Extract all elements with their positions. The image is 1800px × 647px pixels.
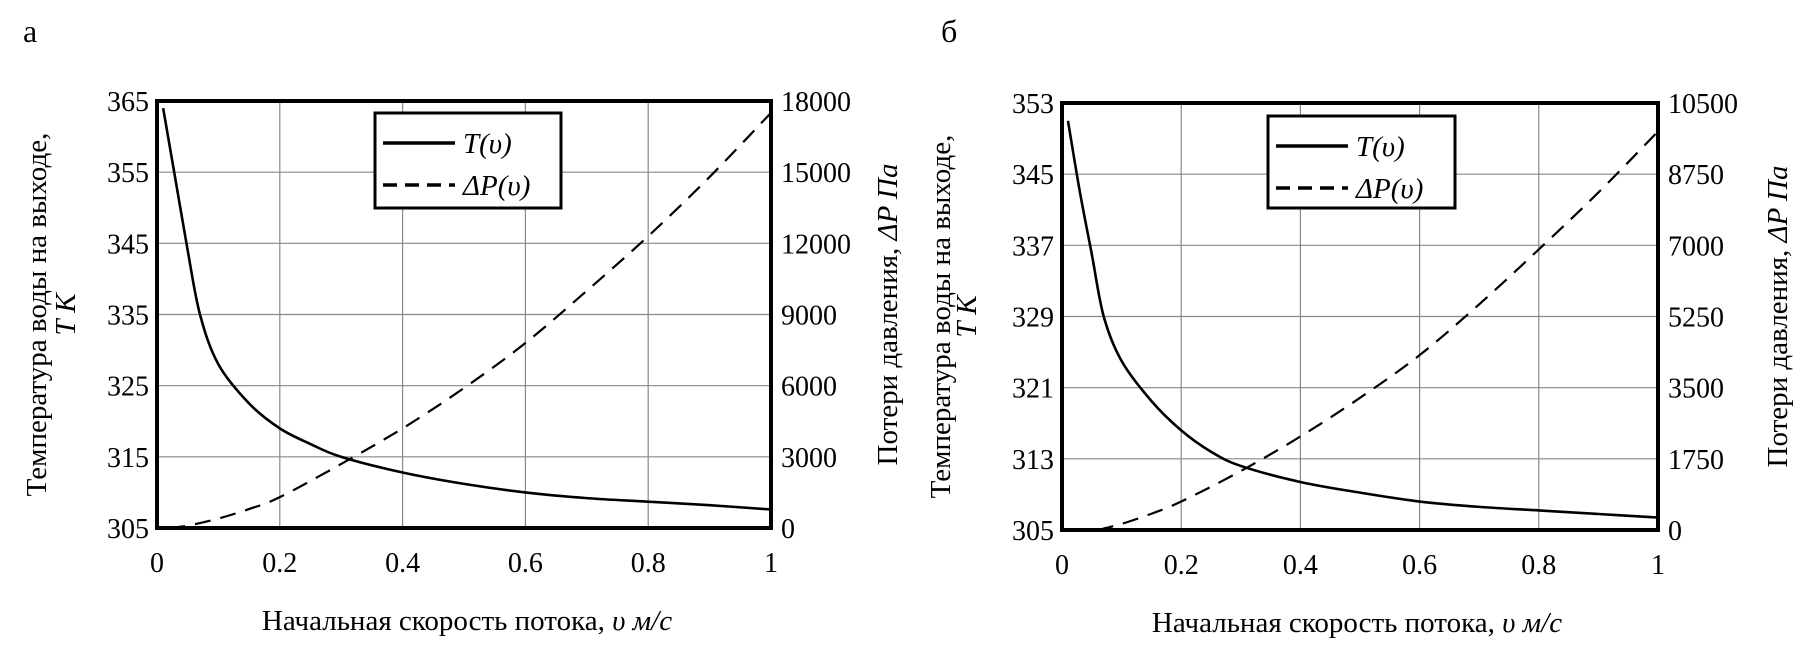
- x-axis-label-text: Начальная скорость потока,: [262, 605, 612, 637]
- plot-frame: [155, 99, 773, 530]
- legend-box: [1266, 114, 1457, 210]
- y2-tick-label: 0: [781, 514, 795, 545]
- y-tick-label: 321: [1012, 374, 1054, 405]
- legend-entry: ΔP(υ): [1355, 173, 1423, 205]
- x-tick-label: 0.6: [508, 548, 543, 579]
- y2-axis-label-text: Потери давления,: [872, 240, 904, 465]
- y2-tick-label: 1750: [1668, 445, 1724, 476]
- y-axis-unit: T K: [951, 294, 983, 338]
- y-tick-label: 355: [107, 158, 149, 189]
- y2-tick-label: 15000: [781, 158, 851, 189]
- y-tick-label: 353: [1012, 89, 1054, 120]
- y2-tick-label: 9000: [781, 301, 837, 332]
- x-tick-label: 1: [764, 548, 778, 579]
- y-tick-label: 337: [1012, 231, 1054, 262]
- y2-tick-label: 3000: [781, 443, 837, 474]
- series-line-pressure-loss: [169, 112, 772, 530]
- x-tick-label: 0.4: [1283, 550, 1318, 581]
- x-axis-unit: υ м/с: [1502, 607, 1562, 639]
- x-tick-label: 0.2: [1164, 550, 1199, 581]
- y2-axis-label: Потери давления, ΔP Па: [872, 164, 904, 466]
- x-tick-label: 0.6: [1402, 550, 1437, 581]
- y-tick-label: 345: [107, 229, 149, 260]
- legend-entry: T(υ): [1356, 131, 1405, 163]
- panel-label: а: [23, 13, 37, 49]
- y2-tick-label: 0: [1668, 516, 1682, 547]
- y-tick-label: 345: [1012, 160, 1054, 191]
- x-tick-label: 0.2: [262, 548, 297, 579]
- y-axis-label: Температура воды на выходе,: [21, 133, 53, 497]
- y-tick-label: 365: [107, 87, 149, 118]
- y-tick-label: 325: [107, 372, 149, 403]
- legend: T(υ) ΔP(υ): [373, 111, 563, 210]
- legend-entry: T(υ): [463, 128, 512, 160]
- y2-axis-label-text: Потери давления,: [1762, 242, 1794, 467]
- x-tick-label: 0: [150, 548, 164, 579]
- y2-tick-label: 5250: [1668, 303, 1724, 334]
- y2-axis-unit: ΔP Па: [1762, 166, 1794, 244]
- y2-tick-label: 7000: [1668, 231, 1724, 262]
- y2-axis-label: Потери давления, ΔP Па: [1762, 166, 1794, 468]
- y2-axis-unit: ΔP Па: [872, 164, 904, 242]
- series-line-temperature: [161, 107, 772, 511]
- x-axis-unit: υ м/с: [612, 605, 672, 637]
- x-axis-label-text: Начальная скорость потока,: [1152, 607, 1502, 639]
- x-tick-label: 0: [1055, 550, 1069, 581]
- y2-tick-label: 6000: [781, 372, 837, 403]
- chart-panel-1: а 0 0.2 0.4 0.6 0.8 1 305 315 325 335 345 355 365 0 300…: [21, 13, 904, 637]
- legend-box: [373, 111, 563, 210]
- y-tick-label: 313: [1012, 445, 1054, 476]
- y-tick-label: 329: [1012, 303, 1054, 334]
- x-tick-label: 0.4: [385, 548, 420, 579]
- y2-tick-label: 18000: [781, 87, 851, 118]
- y2-tick-label: 12000: [781, 229, 851, 260]
- y-axis-unit: T K: [50, 292, 82, 336]
- y-axis-label: Температура воды на выходе,: [925, 135, 957, 499]
- x-tick-label: 0.8: [631, 548, 666, 579]
- x-tick-label: 1: [1651, 550, 1665, 581]
- y-tick-label: 315: [107, 443, 149, 474]
- x-tick-label: 0.8: [1521, 550, 1556, 581]
- y2-tick-label: 10500: [1668, 89, 1738, 120]
- series-line-temperature: [1066, 120, 1659, 519]
- legend: T(υ) ΔP(υ): [1266, 114, 1457, 210]
- x-axis-label: Начальная скорость потока, υ м/с: [1152, 607, 1562, 639]
- chart-panel-2: б 0 0.2 0.4 0.6 0.8 1 305 313 321 329 337 345 353 0 175…: [925, 13, 1794, 639]
- panel-label: б: [941, 13, 957, 49]
- plot-frame: [1060, 101, 1660, 532]
- legend-entry: ΔP(υ): [462, 170, 530, 202]
- y-tick-label: 335: [107, 301, 149, 332]
- series-line-pressure-loss: [1097, 130, 1659, 532]
- y-tick-label: 305: [107, 514, 149, 545]
- y2-tick-label: 3500: [1668, 374, 1724, 405]
- y-tick-label: 305: [1012, 516, 1054, 547]
- y2-tick-label: 8750: [1668, 160, 1724, 191]
- x-axis-label: Начальная скорость потока, υ м/с: [262, 605, 672, 637]
